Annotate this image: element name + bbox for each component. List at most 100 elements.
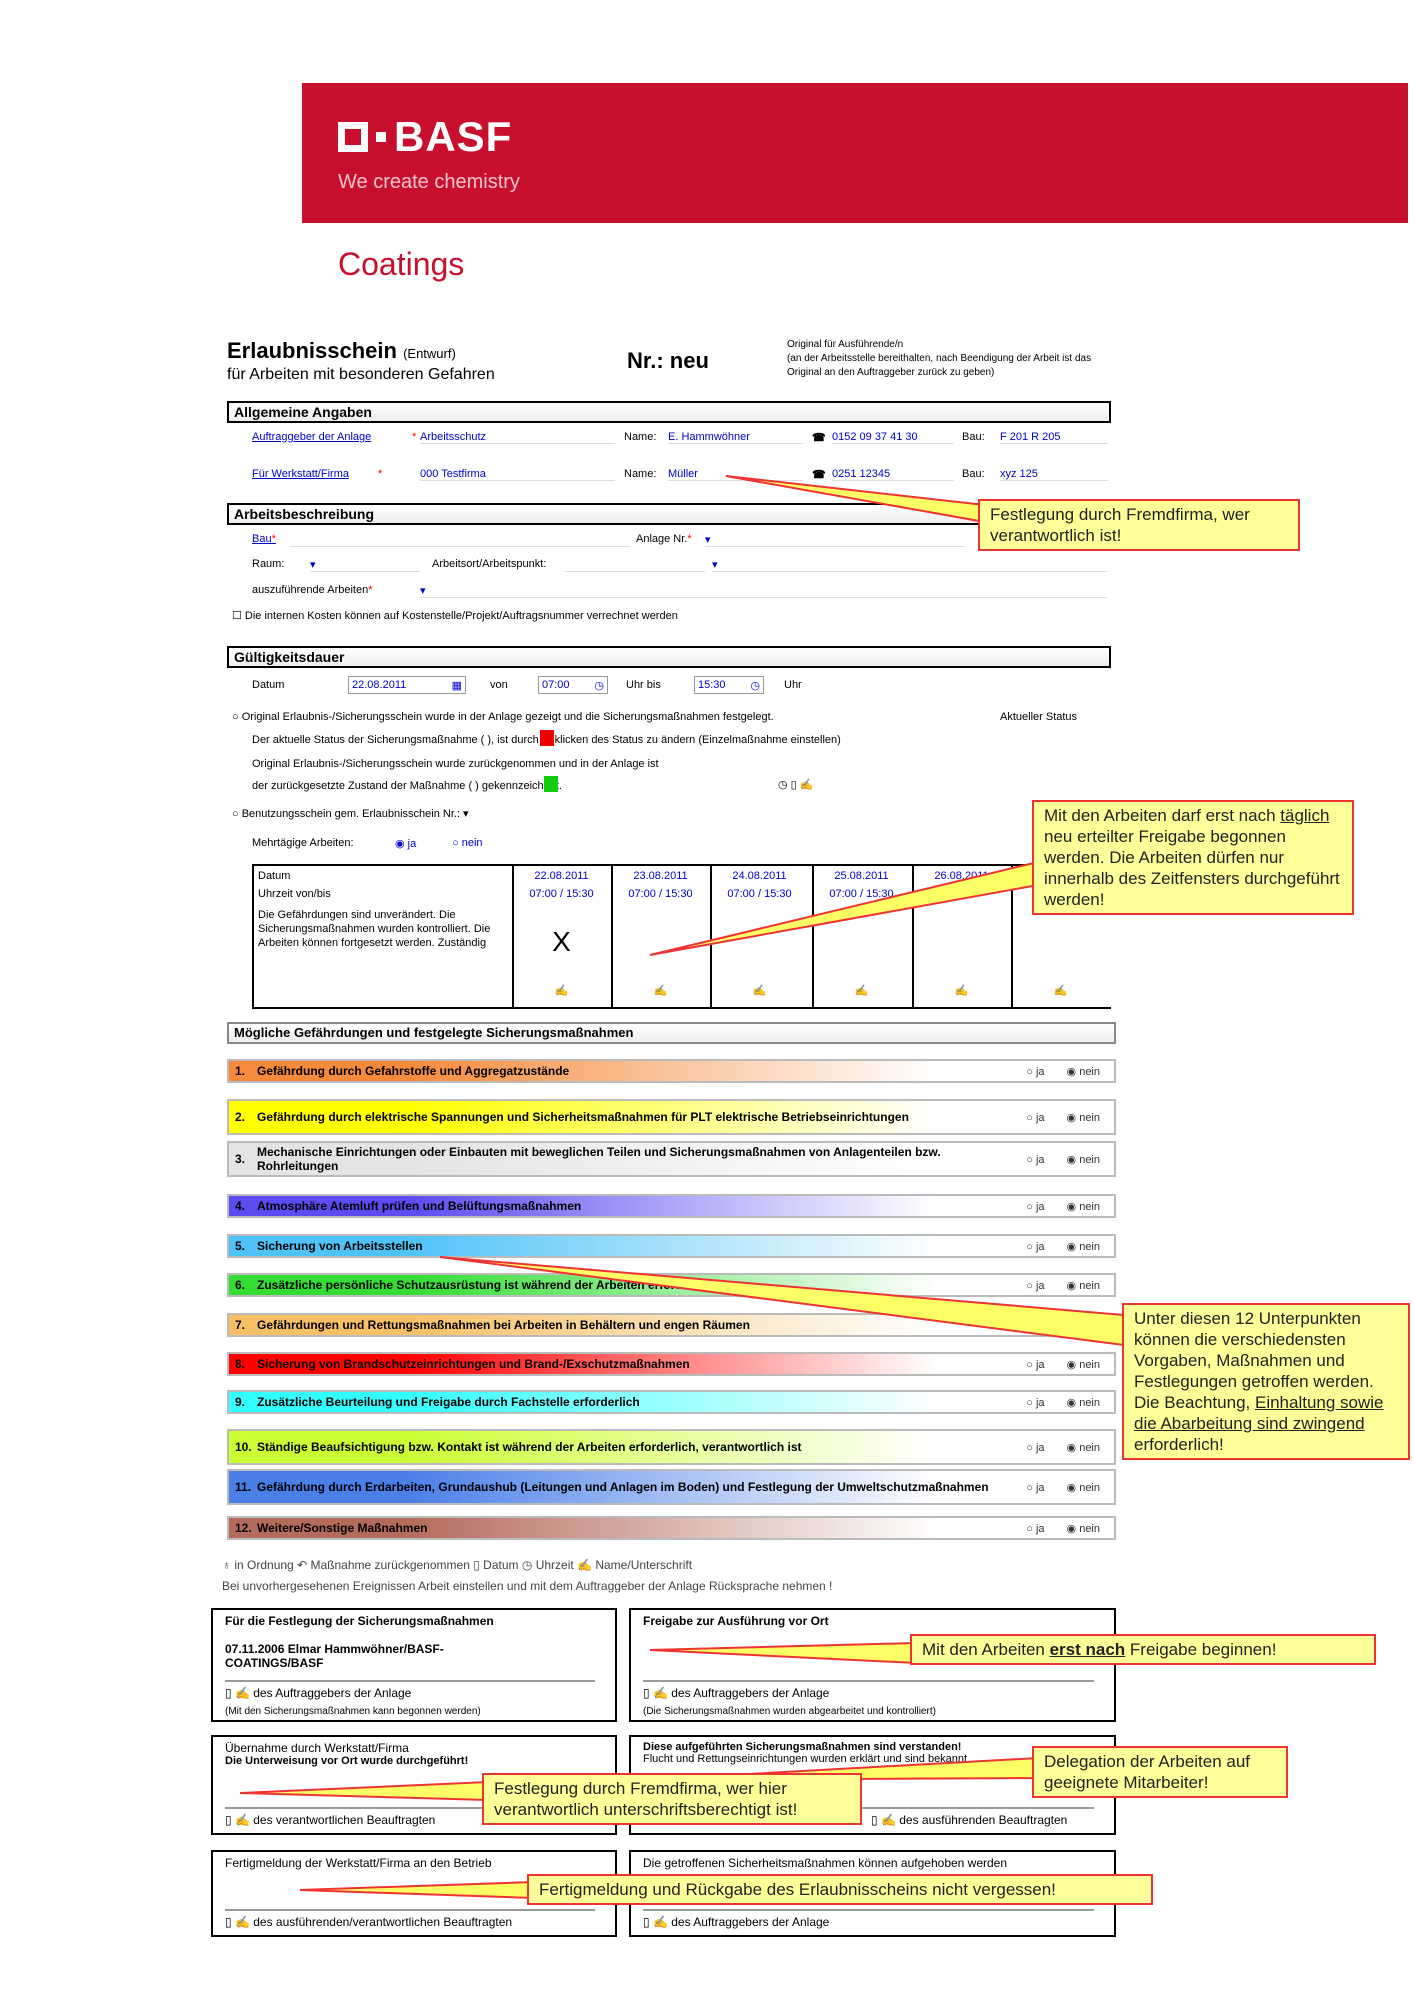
hazard-ja-radio[interactable]: ○ ja <box>1026 1358 1045 1371</box>
hazard-ja-radio[interactable]: ○ ja <box>1026 1396 1045 1409</box>
allg-row-value[interactable]: 000 Testfirma <box>420 468 615 481</box>
date-sign-icon[interactable]: ◷ ▯ ✍ <box>778 779 814 791</box>
hazard-nein-radio[interactable]: ◉ nein <box>1066 1279 1100 1292</box>
signature-box: Diese aufgeführten Sicherungsmaßnahmen s… <box>629 1735 1116 1835</box>
day-sign-icon[interactable]: ✍ <box>854 985 869 997</box>
kosten-checkbox[interactable]: ☐ Die internen Kosten können auf Kostens… <box>232 610 678 622</box>
box-signature[interactable]: ▯ ✍ des ausführenden Beauftragten <box>643 1807 1094 1827</box>
day-sign-icon[interactable]: ✍ <box>653 985 668 997</box>
hazard-ja-radio[interactable]: ○ ja <box>1026 1111 1045 1124</box>
signature-box: Übernahme durch Werkstatt/Firma Die Unter… <box>211 1735 617 1835</box>
hazard-ja-radio[interactable]: ○ ja <box>1026 1279 1045 1292</box>
phone-value[interactable]: 0251 12345 <box>832 468 954 481</box>
hazard-radios: ○ ja ◉ nein <box>1026 1240 1100 1253</box>
hazard-ja-radio[interactable]: ○ ja <box>1026 1153 1045 1166</box>
bau-field[interactable] <box>290 533 630 547</box>
hazard-nein-radio[interactable]: ◉ nein <box>1066 1441 1100 1454</box>
hazard-nein-radio[interactable]: ◉ nein <box>1066 1481 1100 1494</box>
hazard-nein-radio[interactable]: ◉ nein <box>1066 1358 1100 1371</box>
section-gefaehrdungen: Mögliche Gefährdungen und festgelegte Si… <box>227 1022 1116 1044</box>
callout-fremdfirma: Festlegung durch Fremdfirma, wer verantw… <box>978 499 1300 551</box>
hazard-ja-radio[interactable]: ○ ja <box>1026 1240 1045 1253</box>
allg-row-value[interactable]: Arbeitsschutz <box>420 431 615 444</box>
bis-time-input[interactable]: 15:30 ◷ <box>694 676 764 694</box>
pointer-3 <box>439 1256 1125 1347</box>
hazard-nein-radio[interactable]: ◉ nein <box>1066 1240 1100 1253</box>
hazard-nein-radio[interactable]: ◉ nein <box>1066 1111 1100 1124</box>
name-value[interactable]: Müller <box>668 468 803 481</box>
notice: Bei unvorhergesehenen Ereignissen Arbeit… <box>222 1579 833 1593</box>
box-signature[interactable]: ▯ ✍ des Auftraggebers der Anlage <box>225 1680 595 1700</box>
allg-row-label[interactable]: Für Werkstatt/Firma <box>252 468 349 480</box>
hazard-radios: ○ ja ◉ nein <box>1026 1200 1100 1213</box>
allg-row-label[interactable]: Auftraggeber der Anlage <box>252 431 372 443</box>
signature-label: des Auftraggebers der Anlage <box>253 1686 412 1700</box>
hazard-text: Gefährdung durch elektrische Spannungen … <box>257 1110 909 1124</box>
signature-label: des ausführenden Beauftragten <box>899 1813 1068 1827</box>
name-label: Name: <box>624 431 657 443</box>
hazard-number: 3. <box>235 1152 246 1166</box>
box-title: Die getroffenen Sicherheitsmaßnahmen kön… <box>643 1856 1008 1870</box>
von-label: von <box>490 679 508 691</box>
ok-icon: ♁ <box>222 1558 231 1572</box>
phone-value[interactable]: 0152 09 37 41 30 <box>832 431 954 444</box>
box-line2: Flucht und Rettungseinrichtungen wurden … <box>643 1753 968 1765</box>
hazard-number: 10. <box>235 1440 252 1454</box>
hazard-ja-radio[interactable]: ○ ja <box>1026 1065 1045 1078</box>
signature-label: des Auftraggebers der Anlage <box>671 1686 830 1700</box>
day-check-mark[interactable]: X <box>552 926 571 957</box>
hazard-nein-radio[interactable]: ◉ nein <box>1066 1200 1100 1213</box>
day-sign-icon[interactable]: ✍ <box>1053 985 1068 997</box>
brand-banner: BASF We create chemistry <box>302 83 1408 223</box>
box-signature[interactable]: ▯ ✍ des verantwortlichen Beauftragten <box>225 1807 595 1827</box>
status-radio-1[interactable]: ○ Original Erlaubnis-/Sicherungsschein w… <box>232 711 774 723</box>
hazard-ja-radio[interactable]: ○ ja <box>1026 1441 1045 1454</box>
aktueller-status-label: Aktueller Status <box>1000 711 1078 723</box>
von-time-input[interactable]: 07:00 ◷ <box>538 676 608 694</box>
datum-input[interactable]: 22.08.2011 ▦ <box>348 676 466 694</box>
box-signature[interactable]: ▯ ✍ des ausführenden/verantwortlichen Be… <box>225 1909 595 1929</box>
arbeitsort-label: Arbeitsort/Arbeitspunkt: <box>432 558 547 570</box>
undo-icon: ↶ <box>297 1558 308 1572</box>
original-note: Original für Ausführende/n (an der Arbeit… <box>787 338 1117 380</box>
hazard-nein-radio[interactable]: ◉ nein <box>1066 1153 1100 1166</box>
arbeitsort-field[interactable] <box>565 558 705 572</box>
day-sign-icon[interactable]: ✍ <box>554 985 569 997</box>
hazard-number: 4. <box>235 1199 246 1213</box>
section-gueltigkeitsdauer: Gültigkeitsdauer <box>227 646 1111 668</box>
hazard-nein-radio[interactable]: ◉ nein <box>1066 1522 1100 1535</box>
hazard-item: 5. Sicherung von Arbeitsstellen ○ ja ◉ nein <box>227 1234 1116 1258</box>
box-title: Diese aufgeführten Sicherungsmaßnahmen s… <box>643 1741 962 1753</box>
box-signature[interactable]: ▯ ✍ des Auftraggebers der Anlage <box>643 1909 1094 1929</box>
raum-field[interactable]: ▾ <box>310 558 420 572</box>
arbeitsort-select[interactable]: ▾ <box>712 558 1107 572</box>
orig-line1: Original für Ausführende/n <box>787 339 904 350</box>
hazard-radios: ○ ja ◉ nein <box>1026 1441 1100 1454</box>
mehrtaegig-nein-radio[interactable]: ○ nein <box>452 837 483 849</box>
box-signature[interactable]: ▯ ✍ des Auftraggebers der Anlage <box>643 1680 1094 1700</box>
hazard-ja-radio[interactable]: ○ ja <box>1026 1481 1045 1494</box>
hazard-ja-radio[interactable]: ○ ja <box>1026 1200 1045 1213</box>
bau-link[interactable]: Bau* <box>252 533 276 545</box>
name-label: Name: <box>624 468 657 480</box>
day-sign-icon[interactable]: ✍ <box>954 985 969 997</box>
day-sign-icon[interactable]: ✍ <box>752 985 767 997</box>
hazard-nein-radio[interactable]: ◉ nein <box>1066 1396 1100 1409</box>
callout-taeglich: Mit den Arbeiten darf erst nach täglich … <box>1032 800 1354 915</box>
benutzungsschein-radio[interactable]: ○ Benutzungsschein gem. Erlaubnisschein … <box>232 808 469 820</box>
bau-value[interactable]: F 201 R 205 <box>1000 431 1108 444</box>
hazard-nein-radio[interactable]: ◉ nein <box>1066 1065 1100 1078</box>
bau-value[interactable]: xyz 125 <box>1000 468 1108 481</box>
signature-icon: ▯ ✍ <box>225 1915 254 1929</box>
subtitle: für Arbeiten mit besonderen Gefahren <box>227 366 495 383</box>
name-value[interactable]: E. Hammwöhner <box>668 431 803 444</box>
arbeiten-field[interactable]: ▾ <box>420 584 1107 598</box>
day-date: 25.08.2011 <box>834 870 889 882</box>
hazard-ja-radio[interactable]: ○ ja <box>1026 1522 1045 1535</box>
hazard-number: 6. <box>235 1278 246 1292</box>
pointer-5 <box>239 1780 489 1802</box>
anlage-field[interactable]: ▾ <box>705 533 965 547</box>
box-note: (Mit den Sicherungsmaßnahmen kann begonn… <box>225 1706 481 1717</box>
hazard-text: Gefährdungen und Rettungsmaßnahmen bei A… <box>257 1318 750 1332</box>
mehrtaegig-ja-radio[interactable]: ◉ ja <box>395 838 417 850</box>
